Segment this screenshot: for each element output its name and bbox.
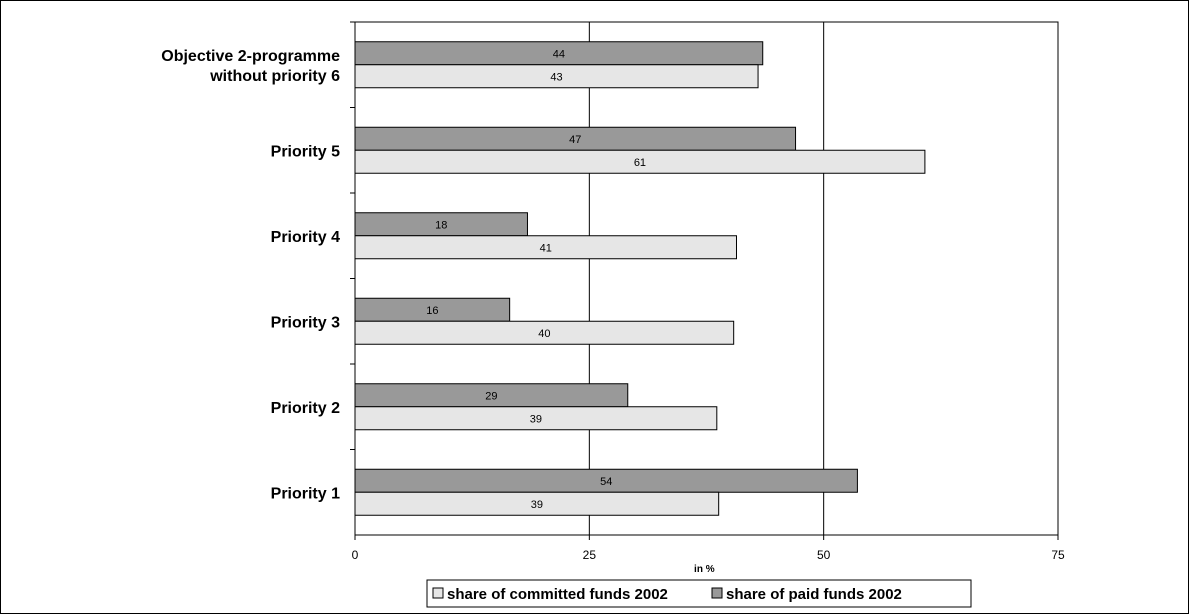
legend-label-committed: share of committed funds 2002	[447, 586, 668, 603]
data-label-paid: 29	[485, 390, 497, 402]
data-label-paid: 47	[569, 134, 581, 146]
legend-swatch-paid	[711, 587, 723, 599]
x-axis-title: in %	[694, 564, 715, 575]
data-label-paid: 18	[435, 219, 447, 231]
bar-committed	[354, 491, 720, 516]
bar-committed	[354, 64, 759, 89]
category-label: Priority 1	[271, 485, 340, 502]
x-tick-label: 0	[352, 548, 359, 562]
gridlines	[588, 22, 825, 535]
x-axis-ticks: 0 25 50 75	[352, 535, 1065, 562]
bar-committed	[354, 235, 737, 260]
data-label-committed: 61	[634, 157, 646, 169]
data-label-committed: 41	[540, 242, 552, 254]
category-label: Priority 5	[271, 143, 340, 160]
data-label-paid: 54	[600, 476, 612, 488]
legend-swatch-committed	[432, 587, 444, 599]
data-label-paid: 44	[553, 48, 565, 60]
data-label-committed: 39	[530, 413, 542, 425]
x-tick-label: 50	[817, 548, 831, 562]
category-label: without priority 6	[209, 68, 340, 85]
category-label: Priority 2	[271, 400, 340, 417]
data-label-committed: 40	[538, 328, 550, 340]
category-label: Priority 3	[271, 314, 340, 331]
category-labels: Priority 1 Priority 2 Priority 3 Priority 4…	[161, 21, 355, 502]
value-labels: 54 39 29 39 16 40 18 41 47 61 44 43	[426, 48, 646, 511]
legend: share of committed funds 2002 share of p…	[426, 579, 972, 608]
x-tick-label: 25	[583, 548, 597, 562]
bar-committed	[354, 149, 926, 174]
data-label-committed: 39	[531, 499, 543, 511]
bar-committed	[354, 406, 718, 431]
category-label: Objective 2-programme	[161, 48, 340, 65]
x-tick-label: 75	[1051, 548, 1065, 562]
data-label-paid: 16	[426, 305, 438, 317]
bars	[354, 41, 926, 516]
category-label: Priority 4	[271, 229, 340, 246]
legend-label-paid: share of paid funds 2002	[726, 586, 902, 603]
plot-area	[354, 21, 1059, 536]
data-label-committed: 43	[550, 71, 562, 83]
legend-box	[426, 579, 972, 608]
bar-committed	[354, 320, 735, 345]
